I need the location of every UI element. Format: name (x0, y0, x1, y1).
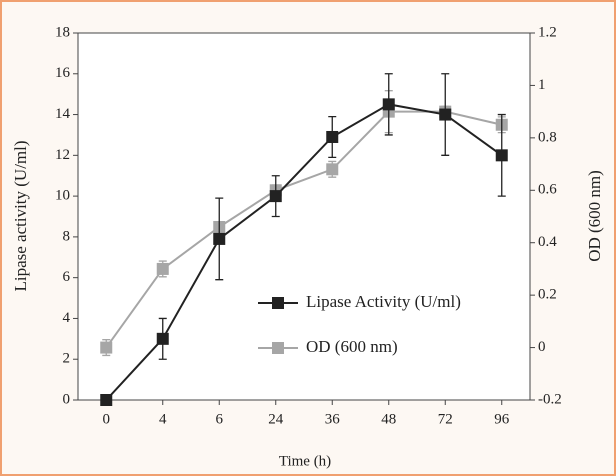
y-tick-label: 12 (55, 147, 70, 163)
x-tick-label: 72 (438, 411, 453, 427)
x-tick-label: 6 (216, 411, 224, 427)
legend-label: Lipase Activity (U/ml) (306, 292, 461, 311)
marker (439, 108, 452, 121)
y-tick-label: 4 (63, 310, 71, 326)
marker (326, 163, 339, 176)
y-axis-title: Lipase activity (U/ml) (11, 140, 30, 291)
x-tick-label: 4 (159, 411, 167, 427)
x-tick-label: 96 (494, 411, 510, 427)
series-line (105, 103, 503, 401)
marker (213, 232, 226, 245)
y2-tick-label: 0.2 (538, 287, 557, 303)
x-tick-label: 48 (381, 411, 396, 427)
y-tick-label: 10 (55, 188, 70, 204)
marker (269, 190, 282, 203)
legend-marker (272, 297, 284, 309)
legend-label: OD (600 nm) (306, 337, 398, 356)
y-tick-label: 14 (55, 106, 71, 122)
x-tick-label: 24 (268, 411, 284, 427)
marker (382, 98, 395, 111)
marker (326, 130, 339, 143)
marker (495, 149, 508, 162)
marker (100, 341, 113, 354)
marker (156, 262, 169, 275)
y2-tick-label: 0.4 (538, 234, 557, 250)
marker (100, 394, 113, 406)
y-tick-label: 8 (63, 228, 71, 244)
y-tick-label: 2 (63, 351, 71, 367)
y2-tick-label: 0 (538, 339, 546, 355)
y2-tick-label: 1.2 (538, 24, 557, 40)
y2-tick-label: 0.6 (538, 182, 557, 198)
y-tick-label: 16 (55, 65, 71, 81)
y-tick-label: 6 (63, 269, 71, 285)
y-tick-label: 18 (55, 24, 70, 40)
y2-axis-title: OD (600 nm) (585, 170, 604, 262)
plot-area (77, 32, 531, 401)
y2-tick-label: 1 (538, 77, 546, 93)
y-tick-label: 0 (63, 391, 71, 407)
legend-marker (272, 342, 284, 354)
x-tick-label: 0 (103, 411, 111, 427)
x-tick-label: 36 (325, 411, 341, 427)
series-line (105, 110, 502, 349)
x-axis-title: Time (h) (279, 453, 331, 469)
marker (156, 332, 169, 345)
y2-tick-label: -0.2 (538, 391, 562, 407)
y2-tick-label: 0.8 (538, 129, 557, 145)
